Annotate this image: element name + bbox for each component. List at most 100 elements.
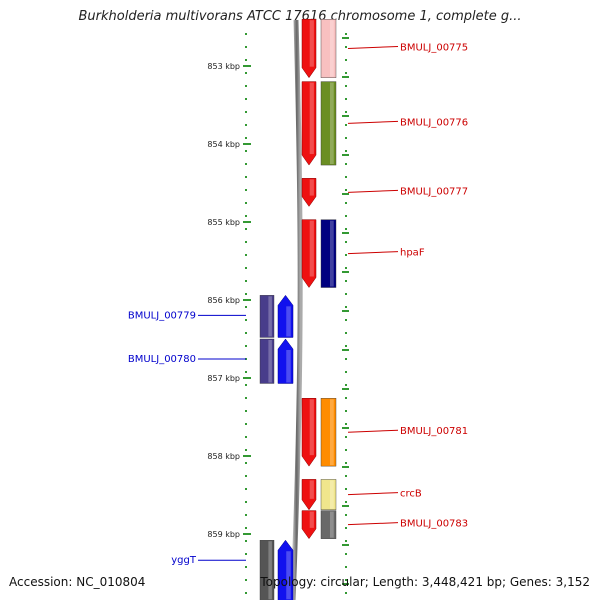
summary-text: Topology: circular; Length: 3,448,421 bp… bbox=[260, 575, 590, 589]
minor-tick-left bbox=[245, 345, 247, 347]
minor-tick-right bbox=[345, 384, 347, 386]
gene-label-leader bbox=[347, 522, 399, 526]
label-layer: BMULJ_00775 BMULJ_00776 BMULJ_00777 hpaF BMU… bbox=[128, 42, 468, 566]
minor-tick-right bbox=[345, 345, 347, 347]
gene-label: BMULJ_00780 bbox=[128, 354, 196, 365]
tick-label: 859 kbp bbox=[207, 530, 240, 539]
minor-tick-left bbox=[245, 228, 247, 230]
forward-gene-arrow bbox=[301, 219, 317, 288]
minor-tick-left bbox=[245, 371, 247, 373]
forward-gene-feature bbox=[320, 479, 337, 511]
minor-tick-left bbox=[245, 462, 247, 464]
minor-tick-left bbox=[245, 85, 247, 87]
forward-gene-arrow bbox=[301, 398, 317, 467]
major-tick-left bbox=[243, 533, 251, 535]
minor-tick-right bbox=[345, 358, 347, 360]
gene-label-leader bbox=[347, 45, 399, 49]
minor-tick-left bbox=[245, 579, 247, 581]
major-tick-right bbox=[342, 427, 349, 429]
minor-tick-right bbox=[345, 423, 347, 425]
minor-tick-left bbox=[245, 449, 247, 451]
major-tick-left bbox=[243, 221, 251, 223]
forward-gene-arrow-shine bbox=[309, 82, 314, 155]
minor-tick-right bbox=[345, 280, 347, 282]
minor-tick-left bbox=[245, 306, 247, 308]
gene-label: yggT bbox=[171, 555, 197, 566]
reverse-gene-arrow-shine bbox=[286, 306, 291, 337]
major-tick-right bbox=[342, 505, 349, 507]
gene-label: crcB bbox=[400, 489, 422, 500]
minor-tick-left bbox=[245, 293, 247, 295]
forward-gene-arrow-shine bbox=[309, 20, 314, 67]
chromosome-backbone bbox=[290, 19, 303, 600]
minor-tick-right bbox=[345, 163, 347, 165]
minor-tick-right bbox=[345, 150, 347, 152]
minor-tick-right bbox=[345, 267, 347, 269]
minor-tick-left bbox=[245, 137, 247, 139]
minor-tick-left bbox=[245, 202, 247, 204]
minor-tick-left bbox=[245, 488, 247, 490]
forward-gene-feature-shine bbox=[330, 20, 334, 77]
gene-label: BMULJ_00779 bbox=[128, 310, 196, 321]
forward-gene-arrow-shine bbox=[309, 179, 314, 196]
gene-label: hpaF bbox=[400, 248, 425, 259]
minor-tick-right bbox=[345, 306, 347, 308]
reverse-gene-arrow bbox=[277, 338, 294, 384]
page-title: Burkholderia multivorans ATCC 17616 chro… bbox=[78, 9, 522, 24]
minor-tick-left bbox=[245, 553, 247, 555]
minor-tick-left bbox=[245, 33, 247, 35]
minor-tick-left bbox=[245, 98, 247, 100]
minor-tick-right bbox=[345, 33, 347, 35]
minor-tick-right bbox=[345, 540, 347, 542]
tick-label: 856 kbp bbox=[207, 296, 240, 305]
major-tick-left bbox=[243, 299, 251, 301]
minor-tick-right bbox=[345, 462, 347, 464]
tick-label: 853 kbp bbox=[207, 62, 240, 71]
minor-tick-right bbox=[345, 410, 347, 412]
minor-tick-left bbox=[245, 540, 247, 542]
major-tick-right bbox=[342, 76, 349, 78]
major-tick-left bbox=[243, 143, 251, 145]
major-tick-left bbox=[243, 65, 251, 67]
forward-gene-feature bbox=[320, 219, 337, 288]
reverse-gene-feature bbox=[259, 540, 275, 600]
minor-tick-right bbox=[345, 488, 347, 490]
tick-label: 858 kbp bbox=[207, 452, 240, 461]
minor-tick-left bbox=[245, 124, 247, 126]
forward-gene-arrow bbox=[301, 178, 317, 207]
reverse-gene-feature-shine bbox=[268, 296, 272, 337]
forward-gene-arrow bbox=[301, 479, 317, 511]
minor-tick-right bbox=[345, 202, 347, 204]
minor-tick-left bbox=[245, 254, 247, 256]
forward-gene-arrow bbox=[301, 81, 317, 166]
gene-label-leader bbox=[347, 120, 399, 124]
minor-tick-right bbox=[345, 579, 347, 581]
minor-tick-right bbox=[345, 449, 347, 451]
minor-tick-left bbox=[245, 46, 247, 48]
gene-label: BMULJ_00781 bbox=[400, 426, 468, 437]
minor-tick-left bbox=[245, 514, 247, 516]
minor-tick-left bbox=[245, 163, 247, 165]
minor-tick-left bbox=[245, 566, 247, 568]
minor-tick-right bbox=[345, 124, 347, 126]
minor-tick-left bbox=[245, 501, 247, 503]
minor-tick-right bbox=[345, 501, 347, 503]
minor-tick-right bbox=[345, 293, 347, 295]
minor-tick-right bbox=[345, 72, 347, 74]
minor-tick-left bbox=[245, 410, 247, 412]
gene-layer bbox=[259, 18, 337, 600]
axis-layer: 853 kbp 854 kbp 855 kbp 856 kbp 857 kbp 858 k… bbox=[207, 33, 349, 594]
forward-gene-arrow-shine bbox=[309, 511, 314, 528]
major-tick-right bbox=[342, 193, 349, 195]
forward-gene-feature-shine bbox=[330, 399, 334, 466]
minor-tick-left bbox=[245, 111, 247, 113]
forward-gene-feature bbox=[320, 81, 337, 166]
reverse-gene-arrow-shine bbox=[286, 551, 291, 600]
minor-tick-right bbox=[345, 98, 347, 100]
minor-tick-left bbox=[245, 215, 247, 217]
minor-tick-right bbox=[345, 592, 347, 594]
minor-tick-left bbox=[245, 527, 247, 529]
major-tick-right bbox=[342, 310, 349, 312]
minor-tick-left bbox=[245, 397, 247, 399]
